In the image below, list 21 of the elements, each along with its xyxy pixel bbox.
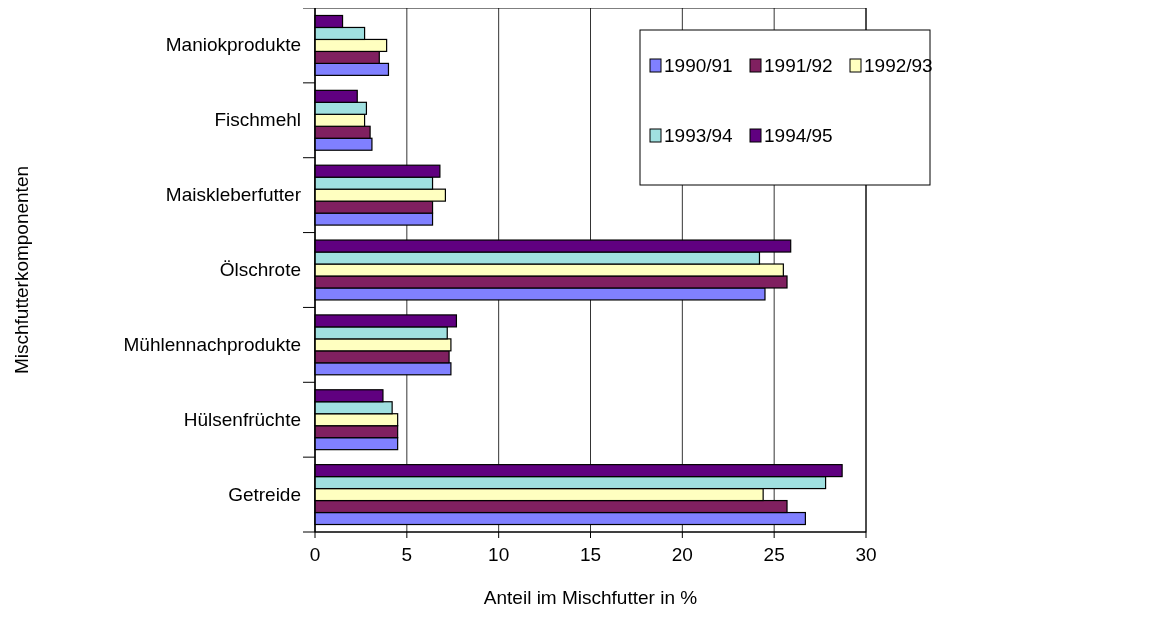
y-axis-title: Mischfutterkomponenten [11,165,32,375]
x-tick-label: 15 [579,544,602,565]
legend-label: 1992/93 [864,55,933,76]
legend-label: 1994/95 [764,125,833,146]
y-tick-label: Maniokprodukte [165,34,301,56]
x-tick-label: 25 [763,544,785,565]
legend-label: 1991/92 [764,55,833,76]
y-tick-label: Ölschrote [219,259,301,280]
x-tick-label: 0 [309,544,321,565]
y-tick-label: Hülsenfrüchte [183,408,301,430]
x-tick-label: 10 [488,544,510,565]
y-tick-label: Fischmehl [214,109,301,131]
y-tick-label: Maiskleberfutter [165,184,302,206]
legend-label: 1990/91 [664,55,733,76]
y-tick-label: Mühlennachprodukte [123,333,301,355]
legend-label: 1993/94 [664,125,734,146]
y-tick-label: Getreide [228,483,301,505]
x-tick-label: 20 [671,544,693,565]
x-tick-label: 5 [401,544,413,565]
x-axis-title: Anteil im Mischfutter in % [483,587,698,608]
x-tick-label: 30 [855,544,877,565]
